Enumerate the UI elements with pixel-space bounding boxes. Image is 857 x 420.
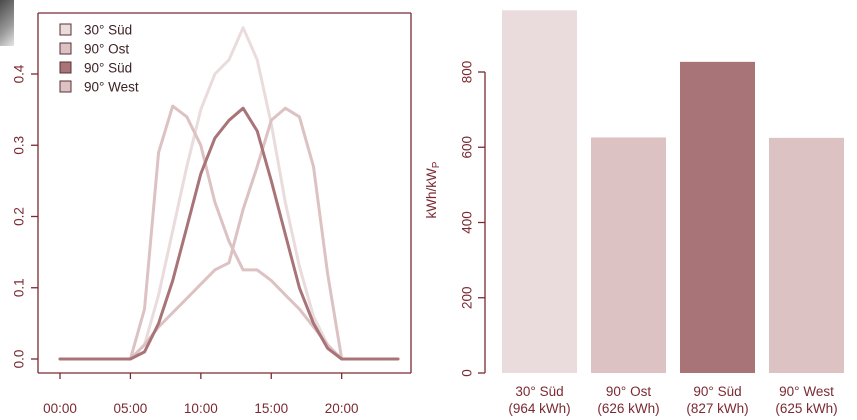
bar-y-tick-label: 400 [460,211,475,234]
bar-1 [591,137,666,373]
legend-label-2: 90° Süd [84,61,132,76]
y-tick-label: 0.1 [12,278,27,297]
bar-y-tick-label: 0 [460,369,475,377]
legend-swatch-2 [59,61,72,74]
bar-3 [769,137,844,373]
window-corner-shade [0,0,14,46]
x-tick-label: 10:00 [184,401,218,416]
legend-label-1: 90° Ost [84,42,129,57]
bar-category-label: 90° Ost [606,384,651,399]
bar-0 [502,10,577,373]
bar-y-tick-label: 800 [460,61,475,84]
series-line-1 [58,104,400,361]
bar-category-label: 90° West [779,384,834,399]
y-tick-label: 0.3 [12,136,27,155]
bar-value-label: (626 kWh) [597,401,659,416]
bar-y-tick-label: 200 [460,286,475,309]
series-line-0 [58,26,400,361]
x-tick-label: 20:00 [325,401,359,416]
series-line-2 [58,106,400,361]
x-tick-label: 00:00 [43,401,77,416]
bar-value-label: (827 kWh) [686,401,748,416]
bar-category-label: 30° Süd [515,384,563,399]
legend-label-3: 90° West [84,80,139,95]
x-tick-label: 05:00 [114,401,148,416]
line-chart: 0.0 0.1 0.2 0.3 0.4 00:00 05:00 10:00 15:00 20:00… [12,12,412,416]
bar-value-label: (625 kWh) [775,401,837,416]
legend-swatch-3 [59,80,72,93]
bar-category-label: 90° Süd [693,384,741,399]
legend-swatch-0 [59,23,72,36]
legend-swatch-1 [59,42,72,55]
y-tick-label: 0.0 [12,350,27,369]
bar-y-axis-label: kWh/kWP [424,161,442,218]
y-tick-label: 0.2 [12,207,27,226]
series-line-3 [58,106,400,361]
x-tick-label: 15:00 [254,401,288,416]
bar-value-label: (964 kWh) [508,401,570,416]
y-tick-label: 0.4 [12,64,27,83]
bar-y-tick-label: 600 [460,136,475,159]
bar-chart: 0 200 400 600 800 kWh/kWP 30° Süd (964 kWh) 90° … [424,10,844,416]
legend-label-0: 30° Süd [84,23,132,38]
bar-2 [680,61,755,374]
